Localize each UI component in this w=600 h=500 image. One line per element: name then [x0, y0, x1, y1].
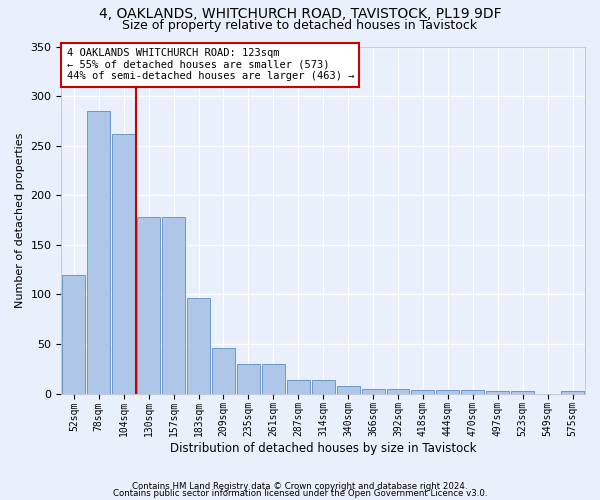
Bar	[212, 348, 235, 394]
Bar	[362, 388, 385, 394]
Bar	[412, 390, 434, 394]
Bar	[287, 380, 310, 394]
Bar	[561, 390, 584, 394]
Bar	[436, 390, 460, 394]
Bar	[312, 380, 335, 394]
Bar	[461, 390, 484, 394]
Text: 4 OAKLANDS WHITCHURCH ROAD: 123sqm
← 55% of detached houses are smaller (573)
44: 4 OAKLANDS WHITCHURCH ROAD: 123sqm ← 55%…	[67, 48, 354, 82]
Bar	[511, 390, 534, 394]
Bar	[337, 386, 359, 394]
Y-axis label: Number of detached properties: Number of detached properties	[15, 132, 25, 308]
Bar	[162, 217, 185, 394]
Bar	[187, 298, 210, 394]
Bar	[486, 390, 509, 394]
Bar	[112, 134, 135, 394]
Bar	[262, 364, 285, 394]
Text: 4, OAKLANDS, WHITCHURCH ROAD, TAVISTOCK, PL19 9DF: 4, OAKLANDS, WHITCHURCH ROAD, TAVISTOCK,…	[98, 8, 502, 22]
Text: Contains HM Land Registry data © Crown copyright and database right 2024.: Contains HM Land Registry data © Crown c…	[132, 482, 468, 491]
Bar	[88, 111, 110, 394]
X-axis label: Distribution of detached houses by size in Tavistock: Distribution of detached houses by size …	[170, 442, 476, 455]
Bar	[386, 388, 409, 394]
Text: Size of property relative to detached houses in Tavistock: Size of property relative to detached ho…	[122, 19, 478, 32]
Bar	[62, 274, 85, 394]
Text: Contains public sector information licensed under the Open Government Licence v3: Contains public sector information licen…	[113, 490, 487, 498]
Bar	[237, 364, 260, 394]
Bar	[137, 217, 160, 394]
